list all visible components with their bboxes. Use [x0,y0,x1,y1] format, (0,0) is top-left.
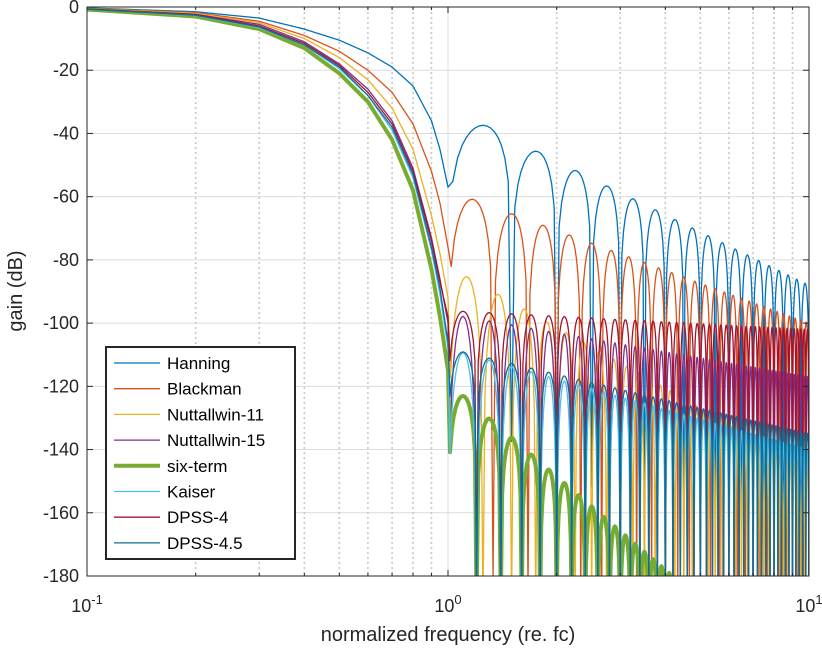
series-line-dpss-4 [87,8,809,576]
legend-item: Hanning [114,354,230,373]
legend-item: DPSS-4 [114,508,228,527]
legend-item: Blackman [114,380,242,399]
legend-item: Kaiser [114,483,216,502]
legend-label: DPSS-4.5 [167,534,243,553]
legend-label: Nuttallwin-15 [167,431,265,450]
series-line-hanning [87,7,809,576]
y-tick-label: 0 [69,0,79,17]
legend-label: Hanning [167,354,230,373]
series-line-six-term [87,7,673,576]
legend-item: Nuttallwin-15 [114,431,265,450]
legend-label: Blackman [167,380,242,399]
series-line-dpss-4-5 [87,8,809,576]
legend-label: six-term [167,457,227,476]
y-tick-label: -180 [43,566,79,586]
legend-item: Nuttallwin-11 [114,405,264,424]
ticks [86,6,810,577]
x-tick-label: 101 [795,592,822,616]
legend-box [105,346,296,560]
y-tick-label: -60 [53,187,79,207]
x-tick-labels: 10-1 100 101 [71,592,822,616]
y-tick-label: -20 [53,60,79,80]
legend: Hanning Blackman Nuttallwin-11 Nuttallwin-1… [105,346,296,560]
legend-label: DPSS-4 [167,508,228,527]
y-tick-label: -100 [43,313,79,333]
legend-label: Nuttallwin-11 [167,405,264,424]
series-layer [87,7,809,576]
y-tick-label: -140 [43,440,79,460]
y-tick-label: -40 [53,123,79,143]
x-tick-label: 100 [434,592,461,616]
y-axis-label: gain (dB) [5,250,27,331]
y-tick-label: -120 [43,376,79,396]
y-tick-label: -80 [53,250,79,270]
legend-label: Kaiser [167,483,216,502]
x-axis-label: normalized frequency (re. fc) [321,624,576,646]
legend-item: six-term [114,457,227,476]
y-tick-labels: 0 -20 -40 -60 -80 -100 -120 -140 -160 -180 [43,0,79,586]
y-tick-label: -160 [43,503,79,523]
x-tick-label: 10-1 [71,592,103,616]
legend-item: DPSS-4.5 [114,534,243,553]
